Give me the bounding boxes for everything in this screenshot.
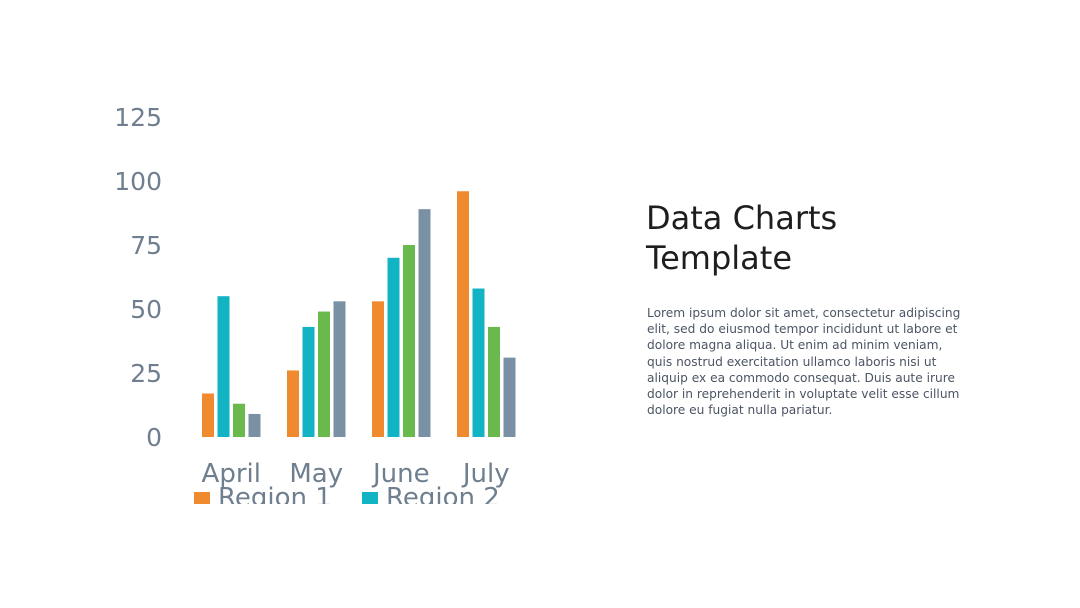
bar-april-series-2[interactable] [217,296,230,437]
bar-june-series-1[interactable] [372,301,384,437]
legend-swatch-region-2 [362,492,378,504]
bar-june-series-4[interactable] [418,209,431,437]
y-tick-label: 0 [146,423,162,452]
y-tick-label: 100 [114,167,162,196]
bar-july-series-1[interactable] [457,191,469,437]
bar-chart: 0 25 50 75 100 125 April May June July [114,103,516,489]
slide-body-text: Lorem ipsum dolor sit amet, consectetur … [647,306,961,418]
y-tick-label: 75 [130,231,162,260]
bar-april-series-1[interactable] [202,393,214,437]
legend-item-region-1[interactable]: Region 1 [194,482,332,504]
chart-legend: Region 1 Region 2 [180,482,520,504]
y-axis: 0 25 50 75 100 125 [114,103,162,452]
bar-group-april [202,296,261,437]
bar-june-series-3[interactable] [403,245,415,437]
bar-may-series-2[interactable] [302,326,315,437]
bar-group-july [457,191,516,437]
bar-july-series-3[interactable] [488,326,500,437]
x-tick-label-july: July [461,459,510,489]
bar-july-series-4[interactable] [503,357,516,437]
x-tick-label-may: May [289,459,343,489]
bar-may-series-3[interactable] [318,311,330,437]
bar-april-series-3[interactable] [233,403,245,437]
x-axis: April May June July [202,459,510,489]
legend-swatch-region-1 [194,492,210,504]
slide-title: Data Charts Template [646,199,838,277]
legend-label-region-2: Region 2 [386,483,500,504]
bar-june-series-2[interactable] [387,257,400,437]
bar-july-series-2[interactable] [472,288,485,437]
bar-group-june [372,209,431,437]
bar-may-series-4[interactable] [333,301,346,437]
x-tick-label-april: April [202,459,261,489]
bar-april-series-4[interactable] [248,413,261,437]
bar-series-group [202,191,516,437]
bar-may-series-1[interactable] [287,370,299,437]
y-tick-label: 50 [130,295,162,324]
y-tick-label: 25 [130,359,162,388]
legend-item-region-2[interactable]: Region 2 [362,482,500,504]
legend-label-region-1: Region 1 [218,483,332,504]
x-tick-label-june: June [371,459,430,489]
bar-group-may [287,301,346,437]
y-tick-label: 125 [114,103,162,132]
